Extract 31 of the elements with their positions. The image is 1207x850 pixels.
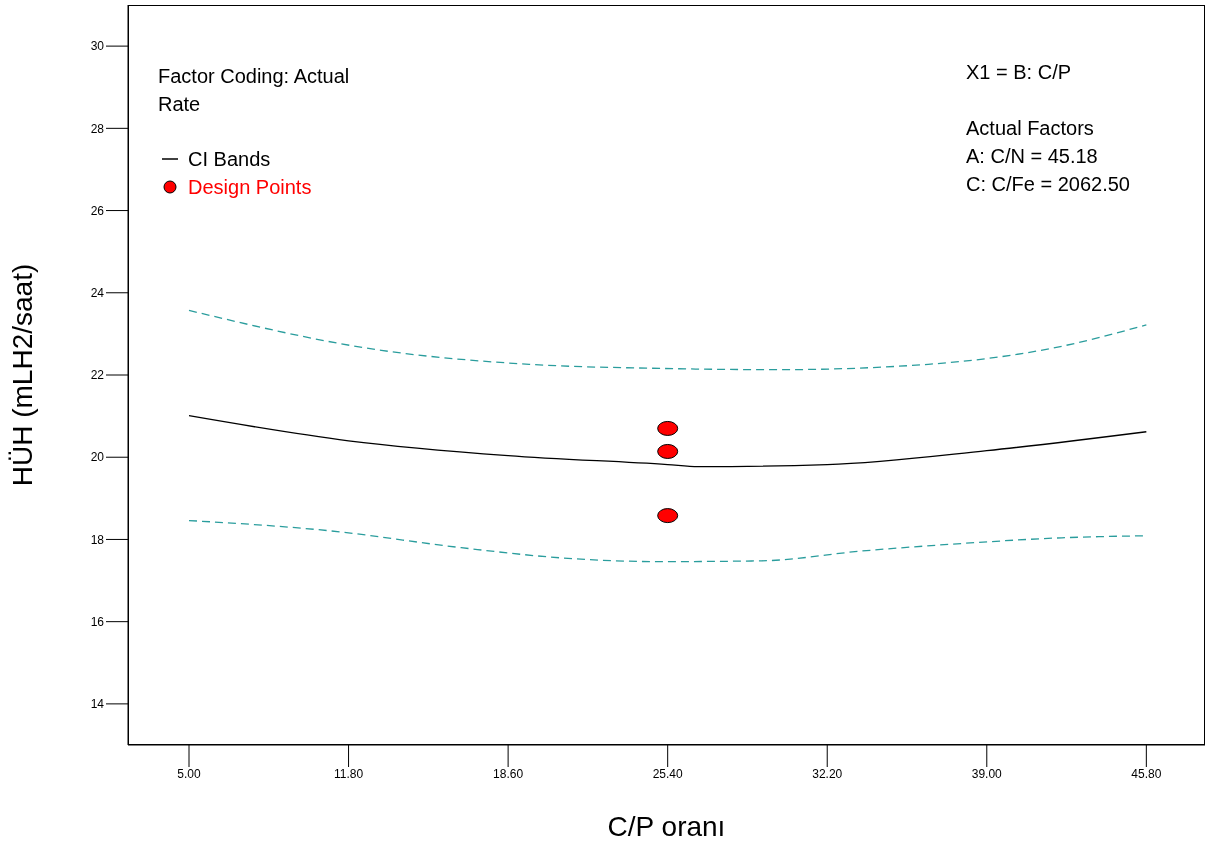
line-series bbox=[188, 309, 1147, 371]
point bbox=[657, 443, 679, 459]
annotation: Rate bbox=[158, 92, 202, 117]
x-tick-label: 11.80 bbox=[333, 766, 364, 781]
point bbox=[657, 508, 679, 524]
y-tick-label: 28 bbox=[90, 121, 105, 136]
x-tick-label: 32.20 bbox=[812, 766, 843, 781]
point bbox=[657, 420, 679, 436]
x-tick-label: 45.80 bbox=[1131, 766, 1162, 781]
annotation: X1 = B: C/P bbox=[966, 60, 1073, 85]
y-tick-label: 16 bbox=[90, 614, 105, 629]
x-axis-title: C/P oranı bbox=[607, 811, 726, 842]
annotation: C: C/Fe = 2062.50 bbox=[966, 172, 1130, 197]
annotation: Factor Coding: Actual bbox=[158, 64, 350, 89]
x-tick-label: 39.00 bbox=[971, 766, 1003, 781]
y-tick-label: 20 bbox=[90, 450, 105, 465]
y-tick-label: 30 bbox=[90, 39, 105, 54]
y-tick-label: 22 bbox=[90, 368, 105, 383]
x-tick-label: 18.60 bbox=[493, 766, 524, 781]
y-axis-title: HÜH (mLH2/saat) bbox=[6, 263, 38, 487]
y-tick-label: 18 bbox=[90, 532, 105, 547]
legend-label: Design Points bbox=[188, 175, 312, 199]
annotation: Actual Factors bbox=[966, 116, 1095, 141]
legend-label: CI Bands bbox=[188, 147, 271, 171]
y-tick-label: 14 bbox=[90, 697, 105, 712]
x-tick-label: 5.00 bbox=[177, 766, 202, 781]
y-tick-label: 26 bbox=[90, 203, 105, 218]
line-series bbox=[188, 415, 1147, 468]
x-tick-label: 25.40 bbox=[652, 766, 684, 781]
y-tick-label: 24 bbox=[90, 286, 105, 301]
annotation: A: C/N = 45.18 bbox=[966, 144, 1099, 169]
